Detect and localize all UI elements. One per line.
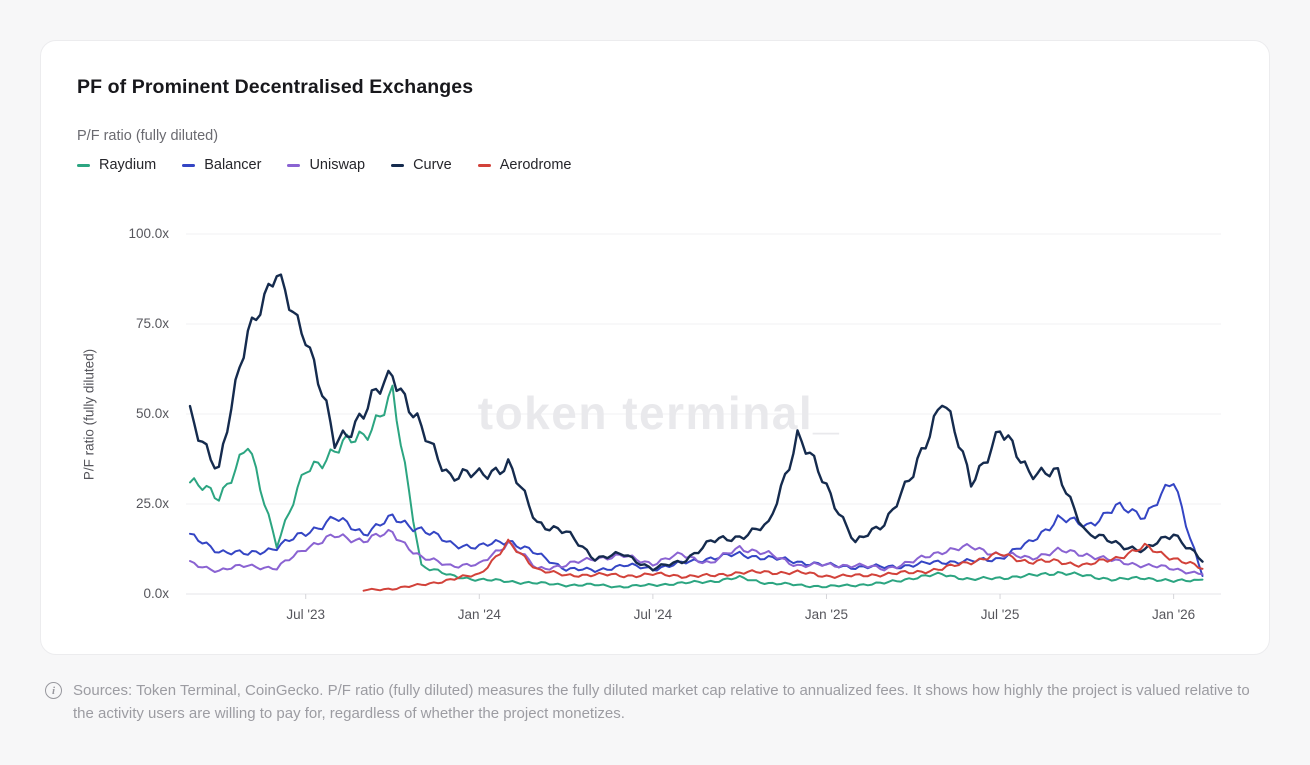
y-tick-label: 25.0x: [135, 496, 169, 511]
legend-swatch-raydium: [77, 163, 90, 167]
x-tick-label: Jul '23: [286, 607, 326, 622]
chart-subtitle: P/F ratio (fully diluted): [77, 128, 219, 144]
legend-item-raydium[interactable]: Raydium: [77, 157, 156, 173]
x-tick-label: Jul '25: [980, 607, 1020, 622]
y-tick-label: 0.0x: [143, 586, 169, 601]
series-line-curve[interactable]: [188, 273, 1204, 572]
legend-label: Curve: [413, 157, 452, 173]
info-icon: i: [45, 682, 62, 699]
legend-item-aerodrome[interactable]: Aerodrome: [477, 157, 572, 173]
y-axis-title: P/F ratio (fully diluted): [81, 348, 97, 481]
legend-item-balancer[interactable]: Balancer: [182, 157, 261, 173]
series-line-aerodrome[interactable]: [362, 538, 1204, 592]
legend-label: Uniswap: [309, 157, 366, 173]
legend-label: Aerodrome: [499, 157, 572, 173]
chart-card: PF of Prominent Decentralised Exchanges …: [40, 40, 1270, 655]
legend-swatch-balancer: [182, 163, 196, 167]
series-line-raydium[interactable]: [189, 384, 1204, 589]
legend-label: Balancer: [204, 157, 262, 173]
legend-item-uniswap[interactable]: Uniswap: [287, 157, 365, 173]
legend-item-curve[interactable]: Curve: [391, 157, 452, 173]
y-tick-label: 100.0x: [128, 226, 169, 241]
series-line-uniswap[interactable]: [189, 528, 1204, 576]
chart-title: PF of Prominent Decentralised Exchanges: [77, 76, 474, 98]
legend-label: Raydium: [99, 157, 157, 173]
source-note: i Sources: Token Terminal, CoinGecko. P/…: [45, 680, 1270, 725]
legend-swatch-uniswap: [287, 163, 301, 167]
legend: Raydium Balancer Uniswap Curve Aerodrome: [77, 157, 571, 173]
chart-plot-area[interactable]: [186, 214, 1221, 601]
source-text: Sources: Token Terminal, CoinGecko. P/F …: [73, 682, 1250, 722]
x-tick-label: Jan '24: [457, 607, 501, 622]
legend-swatch-aerodrome: [477, 163, 491, 167]
x-tick-label: Jul '24: [633, 607, 673, 622]
legend-swatch-curve: [391, 163, 405, 167]
x-tick-label: Jan '25: [804, 607, 849, 622]
y-tick-label: 75.0x: [135, 316, 169, 331]
x-tick-label: Jan '26: [1152, 607, 1196, 622]
y-tick-label: 50.0x: [135, 406, 169, 421]
